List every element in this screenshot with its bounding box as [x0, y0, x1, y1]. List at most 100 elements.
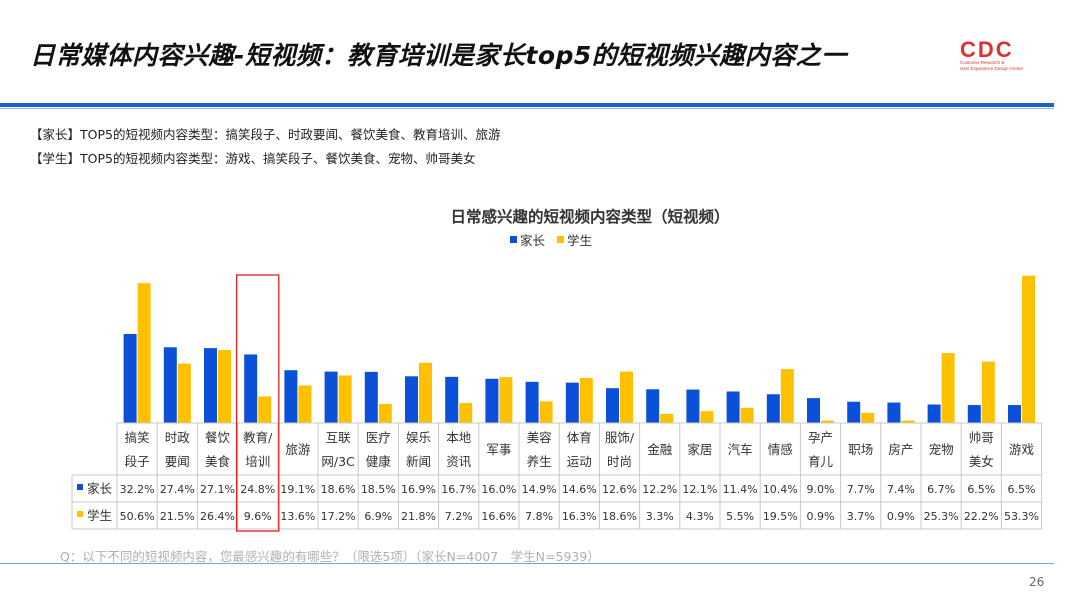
- bar-parent-14: [686, 389, 700, 423]
- bar-student-3: [258, 396, 272, 423]
- category-label-5-line2: 网/3C: [321, 454, 355, 469]
- category-label-19: 房产: [888, 442, 913, 457]
- page-number: 26: [1029, 575, 1045, 589]
- bar-chart: 日常感兴趣的短视频内容类型（短视频）家长 学生搞笑段子时政要闻餐饮美食教育/培训旅…: [71, 207, 1043, 532]
- value-label-parent-14: 12.1%: [682, 483, 717, 496]
- row-swatch-1: [77, 511, 83, 517]
- value-label-student-17: 0.9%: [807, 510, 835, 523]
- value-label-student-3: 9.6%: [244, 510, 272, 523]
- category-label-18: 职场: [848, 442, 873, 457]
- value-label-student-15: 5.5%: [726, 510, 754, 523]
- bar-parent-8: [445, 376, 459, 423]
- category-label-1-line2: 要闻: [165, 454, 190, 469]
- category-label-15: 汽车: [728, 442, 753, 457]
- value-label-student-5: 17.2%: [321, 510, 356, 523]
- value-label-student-1: 21.5%: [160, 510, 195, 523]
- category-label-11-line2: 运动: [567, 454, 592, 469]
- category-label-8-line1: 本地: [446, 430, 472, 445]
- bar-student-11: [579, 377, 593, 423]
- value-label-student-14: 4.3%: [686, 510, 714, 523]
- page-title: 日常媒体内容兴趣-短视频：教育培训是家长top5的短视频兴趣内容之一: [30, 41, 847, 70]
- bar-student-12: [620, 371, 633, 423]
- value-label-student-11: 16.3%: [562, 510, 597, 523]
- category-label-2-line1: 餐饮: [205, 430, 231, 445]
- bar-student-16: [780, 369, 794, 423]
- value-label-student-7: 21.8%: [401, 510, 436, 523]
- category-label-21-line2: 美女: [969, 454, 994, 469]
- bar-parent-10: [525, 381, 539, 423]
- value-label-parent-15: 11.4%: [723, 483, 758, 496]
- value-label-parent-9: 16.0%: [481, 483, 516, 496]
- bar-parent-17: [807, 398, 820, 423]
- row-header-0: 家长: [87, 481, 113, 496]
- value-label-student-16: 19.5%: [763, 510, 798, 523]
- value-label-parent-17: 9.0%: [807, 483, 835, 496]
- footer-divider: [0, 563, 1054, 564]
- value-label-student-8: 7.2%: [445, 510, 473, 523]
- bar-student-22: [1022, 275, 1035, 423]
- value-label-parent-7: 16.9%: [401, 483, 436, 496]
- bar-parent-20: [927, 404, 941, 423]
- highlight-box-education: [235, 274, 280, 532]
- bar-parent-7: [405, 376, 418, 423]
- category-label-21-line1: 帅哥: [969, 430, 994, 445]
- value-label-parent-2: 27.1%: [200, 483, 235, 496]
- category-label-0-line1: 搞笑: [125, 430, 150, 445]
- bar-student-17: [821, 420, 834, 423]
- bar-parent-12: [606, 388, 619, 423]
- category-label-17-line2: 育儿: [808, 454, 834, 469]
- value-label-parent-1: 27.4%: [160, 483, 195, 496]
- category-label-13: 金融: [647, 442, 673, 457]
- logo-subtitle-1: Customer Research &: [960, 60, 1005, 65]
- value-label-parent-5: 18.6%: [321, 483, 356, 496]
- category-label-5-line1: 互联: [326, 430, 352, 445]
- value-label-parent-21: 6.5%: [967, 483, 995, 496]
- value-label-parent-13: 12.2%: [642, 483, 677, 496]
- value-label-parent-10: 14.9%: [522, 483, 557, 496]
- bar-parent-6: [364, 371, 378, 423]
- category-label-4: 旅游: [285, 442, 311, 457]
- category-label-6-line1: 医疗: [366, 430, 391, 445]
- category-label-3-line2: 培训: [245, 454, 270, 469]
- bar-parent-16: [766, 394, 780, 423]
- bar-parent-21: [967, 405, 981, 423]
- value-label-student-21: 22.2%: [964, 510, 999, 523]
- value-label-student-2: 26.4%: [200, 510, 235, 523]
- value-label-student-6: 6.9%: [364, 510, 392, 523]
- cdc-logo: CDC Customer Research & User Experience …: [960, 37, 1040, 76]
- value-label-student-4: 13.6%: [280, 510, 315, 523]
- bar-parent-1: [163, 347, 177, 423]
- header-divider: [0, 103, 1054, 107]
- legend-label-0: 家长: [520, 233, 546, 248]
- logo-text: CDC: [960, 37, 1014, 62]
- category-label-17-line1: 孕产: [808, 430, 833, 445]
- value-label-student-12: 18.6%: [602, 510, 637, 523]
- legend-swatch-0: [510, 236, 517, 243]
- category-label-12-line2: 时尚: [607, 454, 632, 469]
- value-label-parent-20: 6.7%: [927, 483, 955, 496]
- value-label-student-9: 16.6%: [481, 510, 516, 523]
- bar-parent-19: [887, 402, 901, 423]
- value-label-parent-22: 6.5%: [1008, 483, 1036, 496]
- value-label-student-10: 7.8%: [525, 510, 553, 523]
- bar-student-15: [740, 407, 754, 423]
- bar-student-19: [901, 420, 915, 423]
- value-label-student-20: 25.3%: [924, 510, 959, 523]
- category-label-9: 军事: [486, 442, 511, 457]
- bar-parent-3: [244, 354, 258, 423]
- chart-title: 日常感兴趣的短视频内容类型（短视频）: [450, 207, 729, 226]
- category-label-8-line2: 资讯: [446, 454, 472, 469]
- category-label-16: 情感: [768, 442, 793, 457]
- value-label-parent-6: 18.5%: [361, 483, 396, 496]
- bar-student-6: [378, 403, 392, 423]
- bar-student-14: [700, 411, 714, 423]
- bar-parent-15: [726, 391, 740, 423]
- value-label-parent-18: 7.7%: [847, 483, 875, 496]
- bar-student-9: [499, 377, 513, 423]
- bar-student-8: [459, 403, 473, 423]
- category-label-6-line2: 健康: [366, 454, 392, 469]
- header-divider-thin: [0, 108, 1054, 109]
- bar-parent-18: [847, 401, 861, 423]
- bar-parent-2: [204, 348, 217, 423]
- bar-student-4: [298, 385, 312, 423]
